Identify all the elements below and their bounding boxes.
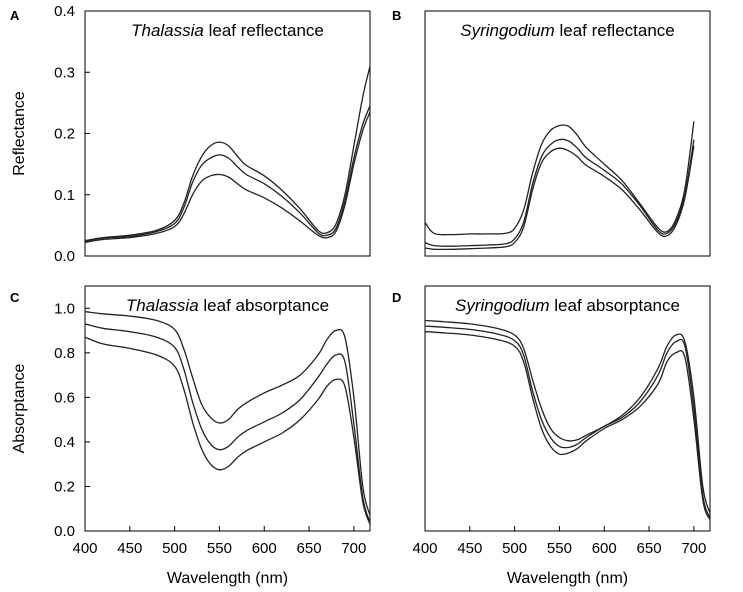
x-tick-label: 600 [592, 540, 617, 557]
x-tick-label: 550 [547, 540, 572, 557]
y-tick-label: 0.8 [54, 345, 75, 362]
panel-d: D Syringodium leaf absorptance 400 450 500 55… [392, 285, 711, 587]
series-line-lower [85, 336, 370, 525]
series-line-upper [85, 310, 370, 516]
panel-letter: C [10, 290, 20, 305]
x-tick-label: 500 [502, 540, 527, 557]
plot-frame [424, 285, 711, 532]
y-tick-label: 0.4 [54, 434, 75, 451]
plot-frame [84, 285, 371, 532]
x-axis-title: Wavelength (nm) [507, 570, 628, 587]
x-tick-label: 700 [341, 540, 366, 557]
panel-title: Thalassia leaf absorptance [126, 296, 329, 315]
y-tick-label: 0.3 [54, 64, 75, 81]
panel-b: B Syringodium leaf reflectance [392, 8, 711, 257]
x-tick-label: 450 [117, 540, 142, 557]
x-tick-label: 600 [252, 540, 277, 557]
x-tick-label: 500 [162, 540, 187, 557]
panel-letter: B [392, 8, 401, 23]
panel-title: Syringodium leaf reflectance [460, 21, 675, 40]
title-rest: leaf reflectance [204, 21, 324, 40]
series-line-upper [85, 65, 370, 242]
series-line-middle [85, 105, 370, 242]
panel-letter: A [10, 8, 20, 23]
y-axis-title: Absorptance [11, 363, 28, 453]
y-tick-label: 0.0 [54, 523, 75, 540]
series-line-upper [425, 121, 695, 236]
x-axis-title: Wavelength (nm) [167, 570, 288, 587]
y-axis-title: Reflectance [11, 91, 28, 176]
x-tick-label: 450 [457, 540, 482, 557]
plot-frame [84, 10, 371, 257]
series-line-middle [85, 323, 370, 523]
y-tick-label: 0.2 [54, 478, 75, 495]
title-rest: leaf absorptance [199, 296, 329, 315]
series-line-lower [85, 111, 370, 244]
title-rest: leaf reflectance [555, 21, 675, 40]
series-line-middle [425, 325, 710, 518]
title-genus: Syringodium [455, 296, 550, 315]
x-tick-label: 650 [297, 540, 322, 557]
panel-title: Thalassia leaf reflectance [131, 21, 324, 40]
x-tick-label: 650 [637, 540, 662, 557]
panel-title: Syringodium leaf absorptance [455, 296, 680, 315]
series-line-upper [425, 319, 710, 514]
y-tick-label: 0.2 [54, 126, 75, 143]
title-genus: Syringodium [460, 21, 555, 40]
title-rest: leaf absorptance [550, 296, 680, 315]
y-tick-label: 0.0 [54, 248, 75, 265]
x-tick-label: 400 [412, 540, 437, 557]
y-tick-label: 1.0 [54, 300, 75, 317]
series-line-lower [425, 331, 710, 521]
panel-c: C Thalassia leaf absorptance 0.0 0.2 0.4 0.6 0… [10, 285, 371, 587]
x-tick-label: 400 [72, 540, 97, 557]
y-tick-label: 0.1 [54, 187, 75, 204]
y-tick-label: 0.6 [54, 389, 75, 406]
title-genus: Thalassia [126, 296, 199, 315]
panel-a: A Thalassia leaf reflectance 0.0 0.1 0.2 0.3 0… [10, 3, 371, 265]
series-line-middle [425, 138, 695, 247]
panel-letter: D [392, 290, 401, 305]
plot-frame [424, 10, 711, 257]
x-tick-label: 700 [681, 540, 706, 557]
x-tick-label: 550 [207, 540, 232, 557]
y-tick-label: 0.4 [54, 3, 75, 20]
series-line-lower [425, 145, 695, 251]
title-genus: Thalassia [131, 21, 204, 40]
